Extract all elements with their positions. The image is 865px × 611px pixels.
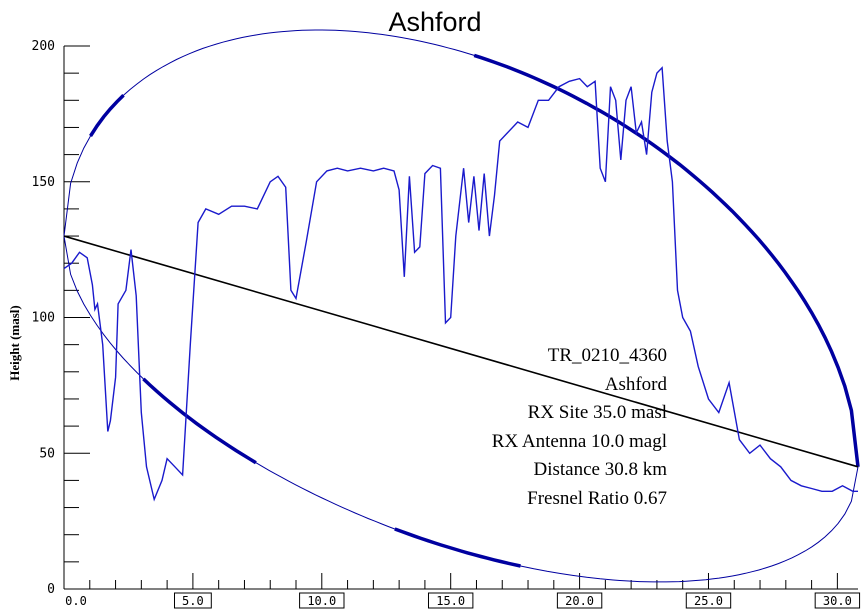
axes: 0 50 100 150 200 0.0 5.0 10.0 15.0 20.0 25.0 30.0 — [32, 39, 861, 609]
fresnel-accent-lower-left — [142, 377, 257, 465]
x-tick-label: 0.0 — [65, 594, 87, 608]
x-tick-box — [556, 592, 603, 609]
y-tick-label: 150 — [32, 175, 55, 190]
x-tick-box — [685, 592, 732, 609]
annotation-block: TR_0210_4360 Ashford RX Site 35.0 masl RX A… — [492, 345, 668, 509]
x-tick-label: 5.0 — [182, 594, 204, 608]
annotation-line: TR_0210_4360 — [548, 345, 667, 366]
fresnel-accent-upper-right — [473, 53, 860, 468]
y-tick-label: 200 — [32, 39, 55, 54]
x-tick-label: 20.0 — [565, 594, 594, 608]
x-tick-label: 30.0 — [823, 594, 852, 608]
x-tick-box — [299, 592, 345, 609]
x-tick-label: 15.0 — [436, 594, 465, 608]
fresnel-ellipse — [63, 29, 859, 583]
x-tick-box — [814, 592, 861, 609]
fresnel-accent-lower-mid — [394, 527, 521, 568]
annotation-line: RX Antenna 10.0 magl — [492, 431, 667, 452]
chart-title: Ashford — [388, 7, 481, 37]
x-tick-label: 25.0 — [694, 594, 723, 608]
series-group — [63, 29, 860, 583]
terrain-profile — [63, 66, 858, 502]
line-of-sight — [63, 235, 859, 468]
y-tick-label: 100 — [32, 311, 55, 326]
fresnel-accent-upper-left — [89, 94, 125, 137]
annotation-line: Distance 30.8 km — [533, 459, 667, 480]
annotation-line: Fresnel Ratio 0.67 — [527, 488, 667, 509]
y-tick-label: 50 — [39, 446, 55, 461]
annotation-line: Ashford — [605, 374, 668, 395]
y-axis-label: Height (masl) — [7, 305, 22, 380]
x-tick-box — [173, 592, 212, 609]
x-tick-label: 10.0 — [307, 594, 336, 608]
annotation-line: RX Site 35.0 masl — [528, 402, 667, 423]
x-tick-box — [427, 592, 474, 609]
y-tick-label: 0 — [47, 582, 55, 597]
